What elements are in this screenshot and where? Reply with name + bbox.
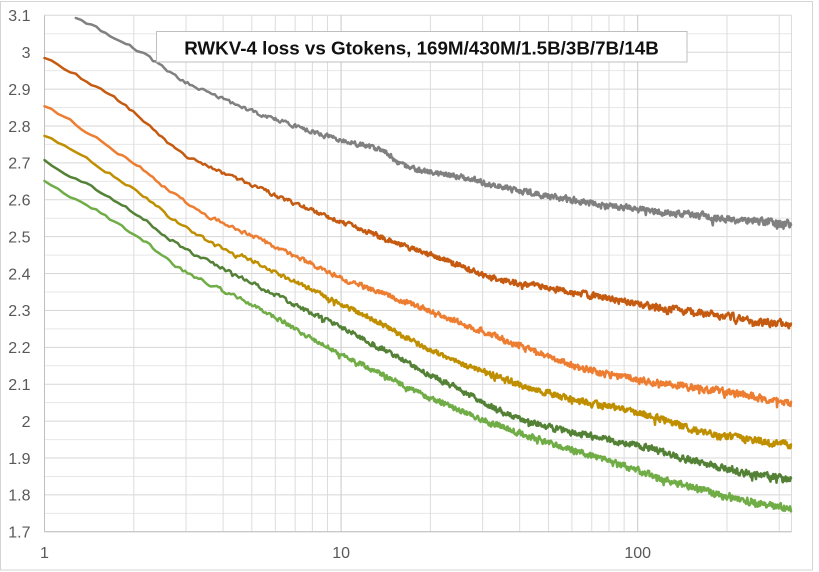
svg-text:2.3: 2.3	[8, 303, 30, 320]
svg-text:3.1: 3.1	[8, 8, 30, 25]
svg-text:RWKV-4 loss vs Gtokens, 169M/4: RWKV-4 loss vs Gtokens, 169M/430M/1.5B/3…	[184, 37, 659, 58]
svg-text:2.2: 2.2	[8, 340, 30, 357]
svg-text:1.8: 1.8	[8, 488, 30, 505]
svg-text:1.9: 1.9	[8, 451, 30, 468]
svg-text:2.1: 2.1	[8, 377, 30, 394]
svg-text:2.9: 2.9	[8, 82, 30, 99]
svg-text:2: 2	[22, 414, 31, 431]
svg-text:2.4: 2.4	[8, 266, 30, 283]
svg-text:10: 10	[332, 545, 350, 562]
svg-text:3: 3	[22, 45, 31, 62]
svg-text:100: 100	[624, 545, 651, 562]
svg-text:1: 1	[40, 545, 49, 562]
svg-text:2.6: 2.6	[8, 193, 30, 210]
svg-text:2.5: 2.5	[8, 230, 30, 247]
svg-text:2.8: 2.8	[8, 119, 30, 136]
svg-text:1.7: 1.7	[8, 525, 30, 542]
svg-text:2.7: 2.7	[8, 156, 30, 173]
